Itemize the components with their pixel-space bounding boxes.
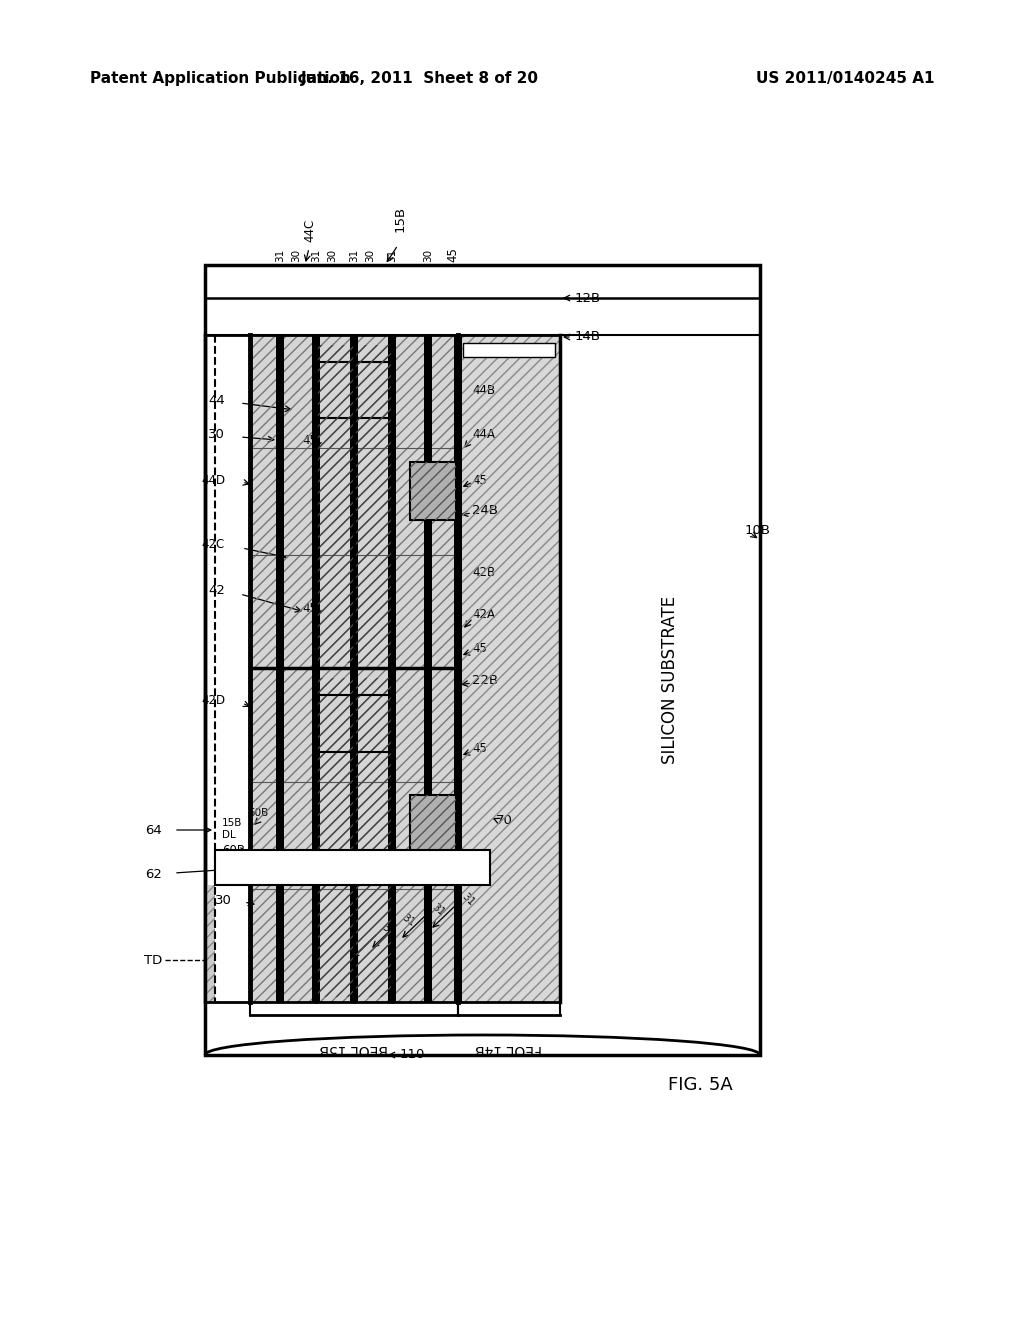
Text: FEOL 14B: FEOL 14B: [475, 1041, 543, 1056]
Text: SILICON SUBSTRATE: SILICON SUBSTRATE: [662, 595, 679, 764]
Text: 42A: 42A: [472, 609, 495, 622]
Text: 30: 30: [291, 249, 301, 261]
Text: 45: 45: [446, 247, 460, 261]
Text: 64: 64: [145, 824, 162, 837]
Text: 30: 30: [208, 429, 225, 441]
Text: Jun. 16, 2011  Sheet 8 of 20: Jun. 16, 2011 Sheet 8 of 20: [301, 70, 539, 86]
Bar: [388, 335, 396, 1002]
Text: 45: 45: [472, 742, 486, 755]
Text: 50B: 50B: [248, 808, 268, 818]
Text: 44B: 44B: [472, 384, 496, 396]
Text: 31: 31: [387, 248, 397, 261]
Bar: [316, 678, 392, 997]
Text: 31: 31: [400, 912, 417, 928]
Text: Patent Application Publication: Patent Application Publication: [90, 70, 351, 86]
Text: 44: 44: [208, 393, 225, 407]
Text: 30: 30: [215, 894, 232, 907]
Bar: [463, 343, 555, 356]
Text: 62: 62: [145, 869, 162, 882]
Text: 30: 30: [327, 249, 337, 261]
Bar: [276, 335, 284, 1002]
Bar: [316, 345, 392, 663]
Text: 14B: 14B: [575, 330, 601, 343]
Text: 42D: 42D: [201, 693, 225, 706]
Bar: [350, 335, 358, 1002]
Text: 45: 45: [302, 433, 317, 446]
Text: FIG. 5A: FIG. 5A: [668, 1076, 732, 1094]
Text: 44D: 44D: [201, 474, 225, 487]
Text: 15B: 15B: [222, 818, 243, 828]
Bar: [205, 265, 760, 1055]
Bar: [410, 795, 456, 853]
Bar: [250, 335, 458, 1002]
Bar: [410, 795, 456, 853]
Text: 45: 45: [472, 474, 486, 487]
Bar: [454, 335, 462, 1002]
Text: 15B: 15B: [393, 206, 407, 232]
Text: 45: 45: [472, 642, 486, 655]
Bar: [312, 335, 319, 1002]
Text: 42: 42: [208, 583, 225, 597]
Text: 110: 110: [400, 1048, 425, 1061]
Text: US 2011/0140245 A1: US 2011/0140245 A1: [757, 70, 935, 86]
Text: 31: 31: [349, 248, 359, 261]
Text: 31: 31: [430, 902, 446, 919]
Text: 31: 31: [380, 923, 396, 937]
Bar: [215, 850, 490, 884]
Bar: [458, 335, 560, 1002]
Bar: [410, 462, 456, 520]
Text: 31: 31: [460, 892, 476, 908]
Text: 70: 70: [496, 813, 513, 826]
Text: 31: 31: [275, 248, 285, 261]
Text: 42C: 42C: [202, 539, 225, 552]
Text: 60B: 60B: [222, 843, 245, 857]
Text: DL: DL: [222, 830, 236, 840]
Text: 30: 30: [423, 249, 433, 261]
Bar: [205, 884, 215, 1002]
Bar: [424, 335, 432, 1002]
Text: TD: TD: [143, 953, 162, 966]
Text: 24B: 24B: [472, 503, 498, 516]
Text: 42B: 42B: [472, 565, 496, 578]
Text: 45: 45: [302, 602, 317, 615]
Text: 44C: 44C: [303, 219, 316, 242]
Text: 22B: 22B: [472, 673, 498, 686]
Text: BEOL 15B: BEOL 15B: [319, 1041, 388, 1056]
Text: 30: 30: [365, 249, 375, 261]
Bar: [250, 335, 458, 1002]
Text: 12B: 12B: [575, 292, 601, 305]
Bar: [458, 335, 560, 1002]
Text: 31: 31: [311, 248, 321, 261]
Text: 44A: 44A: [472, 429, 495, 441]
Bar: [410, 462, 456, 520]
Text: 10B: 10B: [745, 524, 771, 536]
